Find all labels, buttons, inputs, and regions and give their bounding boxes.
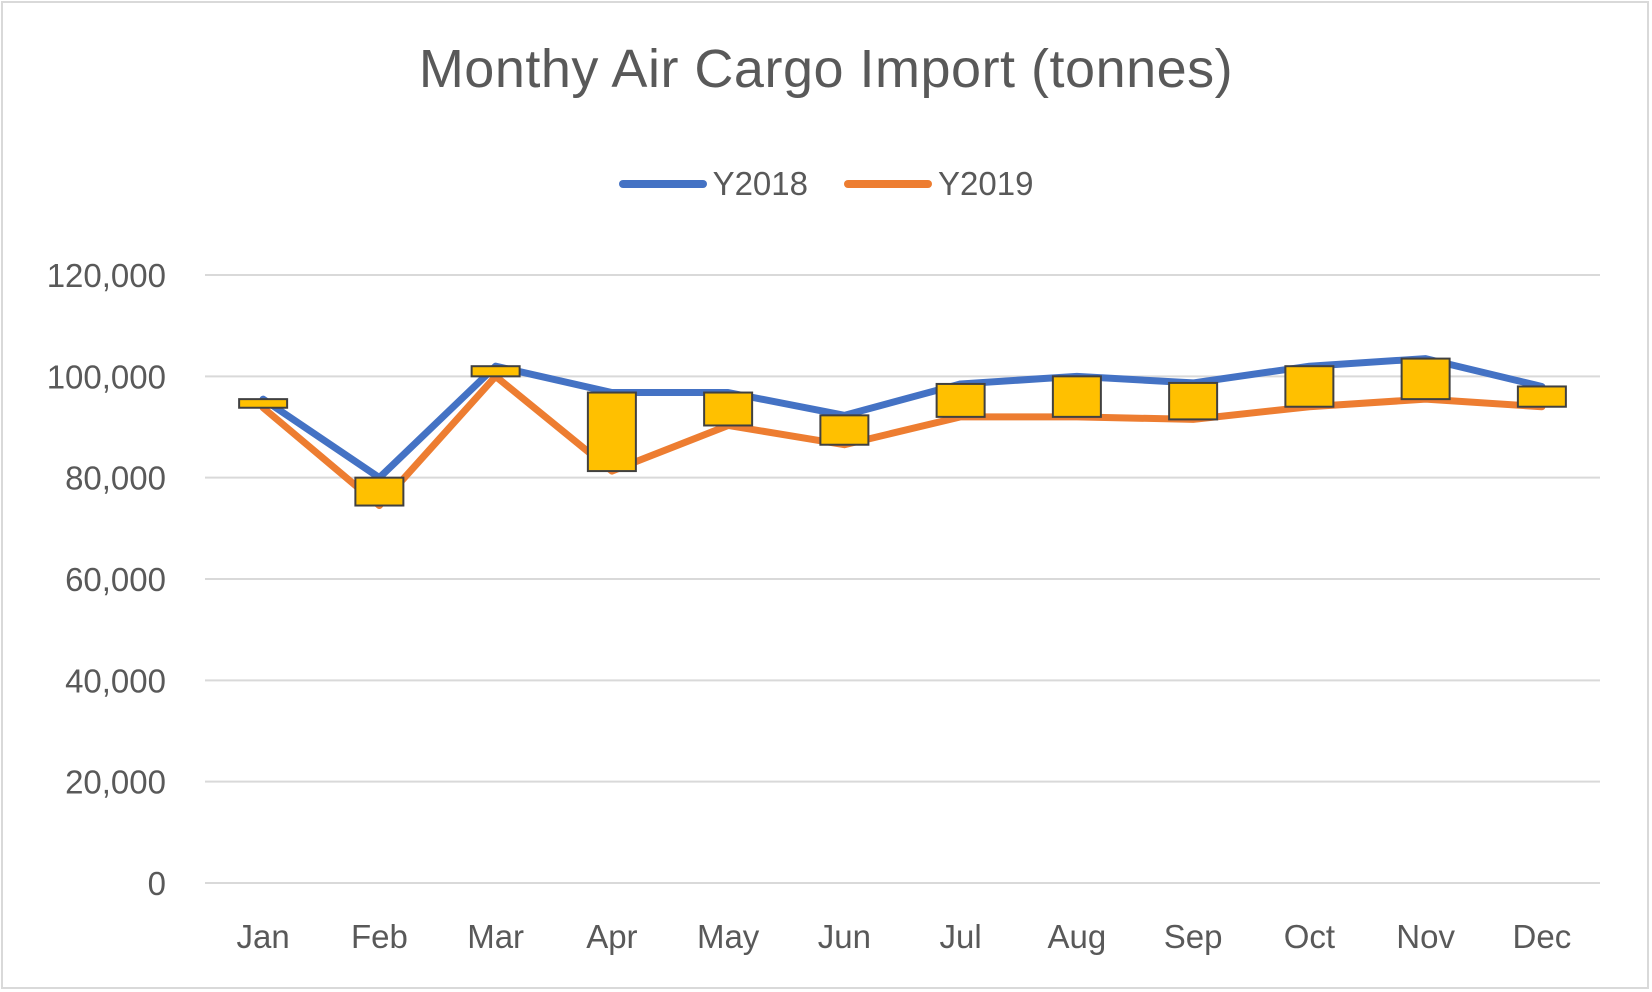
x-tick-label: Feb <box>351 918 408 955</box>
up-down-bar-apr <box>586 391 637 473</box>
y-tick-label: 120,000 <box>47 257 166 294</box>
chart-title: Monthy Air Cargo Import (tonnes) <box>418 39 1234 99</box>
up-down-bar-nov <box>1400 357 1451 401</box>
up-down-bar-may <box>703 391 754 427</box>
up-down-bar-dec <box>1516 385 1567 408</box>
up-down-bar-jan <box>238 398 289 409</box>
x-tick-label: Jul <box>940 918 982 955</box>
series-line-y2018 <box>259 355 1546 482</box>
x-tick-label: Apr <box>586 918 637 955</box>
legend-item-y2019: Y2019 <box>844 160 1033 208</box>
up-down-bar-feb <box>354 476 405 507</box>
x-tick-label: Jun <box>818 918 871 955</box>
y-tick-label: 100,000 <box>47 358 166 395</box>
x-tick-label: Mar <box>467 918 524 955</box>
legend-label-y2018: Y2018 <box>712 165 808 202</box>
chart-legend: Y2018 Y2019 <box>0 160 1652 208</box>
up-down-bar-oct <box>1284 365 1335 408</box>
series-line-y2019 <box>259 372 1546 510</box>
up-down-bar-jun <box>819 414 870 446</box>
x-tick-label: Nov <box>1396 918 1455 955</box>
x-tick-label: Sep <box>1164 918 1223 955</box>
x-tick-label: May <box>697 918 760 955</box>
up-down-bar-sep <box>1168 381 1219 421</box>
y-tick-label: 80,000 <box>65 460 166 497</box>
x-tick-label: Aug <box>1048 918 1107 955</box>
y-tick-label: 0 <box>148 865 166 902</box>
up-down-bar-aug <box>1051 375 1102 418</box>
y-tick-label: 60,000 <box>65 561 166 598</box>
legend-label-y2019: Y2019 <box>938 165 1034 202</box>
x-tick-label: Dec <box>1513 918 1572 955</box>
up-down-bar-jul <box>935 382 986 418</box>
legend-swatch-y2018 <box>618 180 707 188</box>
up-down-bar-mar <box>470 365 521 378</box>
y-tick-label: 20,000 <box>65 764 166 801</box>
x-tick-label: Jan <box>237 918 290 955</box>
y-tick-label: 40,000 <box>65 662 166 699</box>
x-tick-label: Oct <box>1284 918 1335 955</box>
legend-item-y2018: Y2018 <box>618 160 808 208</box>
legend-swatch-y2019 <box>844 180 932 188</box>
